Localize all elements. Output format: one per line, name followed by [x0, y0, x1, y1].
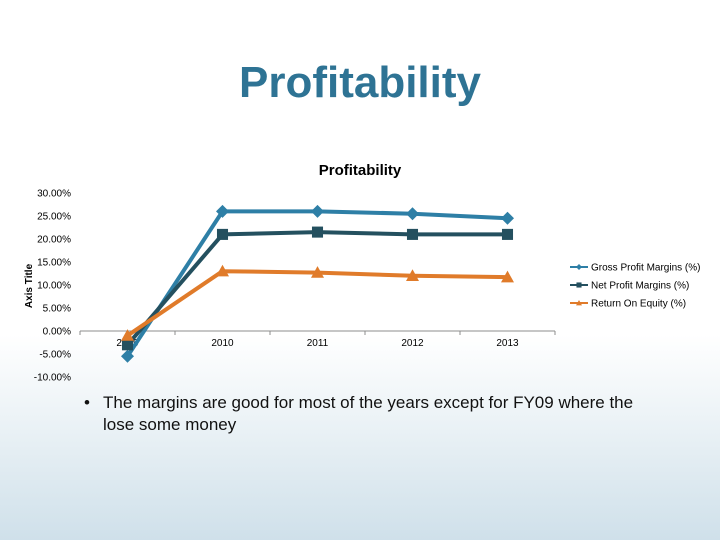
x-tick-label: 2013 — [496, 338, 519, 349]
y-tick-label: 0.00% — [43, 327, 71, 338]
series-line — [125, 230, 510, 347]
y-tick-label: 15.00% — [37, 258, 71, 269]
data-point — [311, 226, 324, 238]
y-tick-label: -5.00% — [39, 350, 71, 361]
data-point — [311, 266, 324, 278]
bullet-dot: • — [84, 393, 90, 412]
legend-marker — [576, 282, 582, 288]
x-tick-label: 2010 — [211, 338, 234, 349]
data-point — [121, 349, 134, 363]
data-point — [216, 228, 229, 240]
bullet-text: The margins are good for most of the yea… — [103, 393, 634, 434]
data-point — [406, 228, 419, 240]
y-tick-label: 20.00% — [37, 235, 71, 246]
data-point — [406, 269, 419, 281]
data-point — [216, 264, 229, 277]
data-point — [501, 211, 514, 225]
y-tick-label: 30.00% — [37, 189, 71, 200]
data-point — [121, 329, 134, 341]
legend: Gross Profit Margins (%) Net Profit Margi… — [570, 263, 700, 310]
chart-title: Profitability — [319, 162, 402, 179]
y-tick-label: 25.00% — [37, 212, 71, 223]
x-tick-label: 2012 — [401, 338, 424, 349]
data-point — [501, 270, 514, 283]
y-axis-title: Axis Title — [24, 263, 35, 308]
y-tick-label: -10.00% — [34, 373, 71, 384]
slide-title: Profitability — [238, 58, 482, 107]
data-point — [501, 228, 514, 240]
legend-label: Net Profit Margins (%) — [591, 281, 689, 292]
data-point — [216, 204, 229, 218]
legend-label: Return On Equity (%) — [591, 299, 686, 310]
data-point — [121, 339, 134, 351]
legend-marker — [576, 264, 582, 270]
legend-label: Gross Profit Margins (%) — [591, 263, 700, 274]
x-tick-label: 2011 — [307, 338, 329, 349]
y-tick-label: 10.00% — [37, 281, 71, 292]
bullet-item: • The margins are good for most of the y… — [84, 392, 644, 436]
series-layer — [121, 204, 514, 363]
y-tick-label: 5.00% — [43, 304, 71, 315]
bullet-list: • The margins are good for most of the y… — [84, 392, 644, 436]
data-point — [406, 207, 419, 221]
legend-marker — [576, 300, 582, 306]
data-point — [311, 204, 324, 218]
